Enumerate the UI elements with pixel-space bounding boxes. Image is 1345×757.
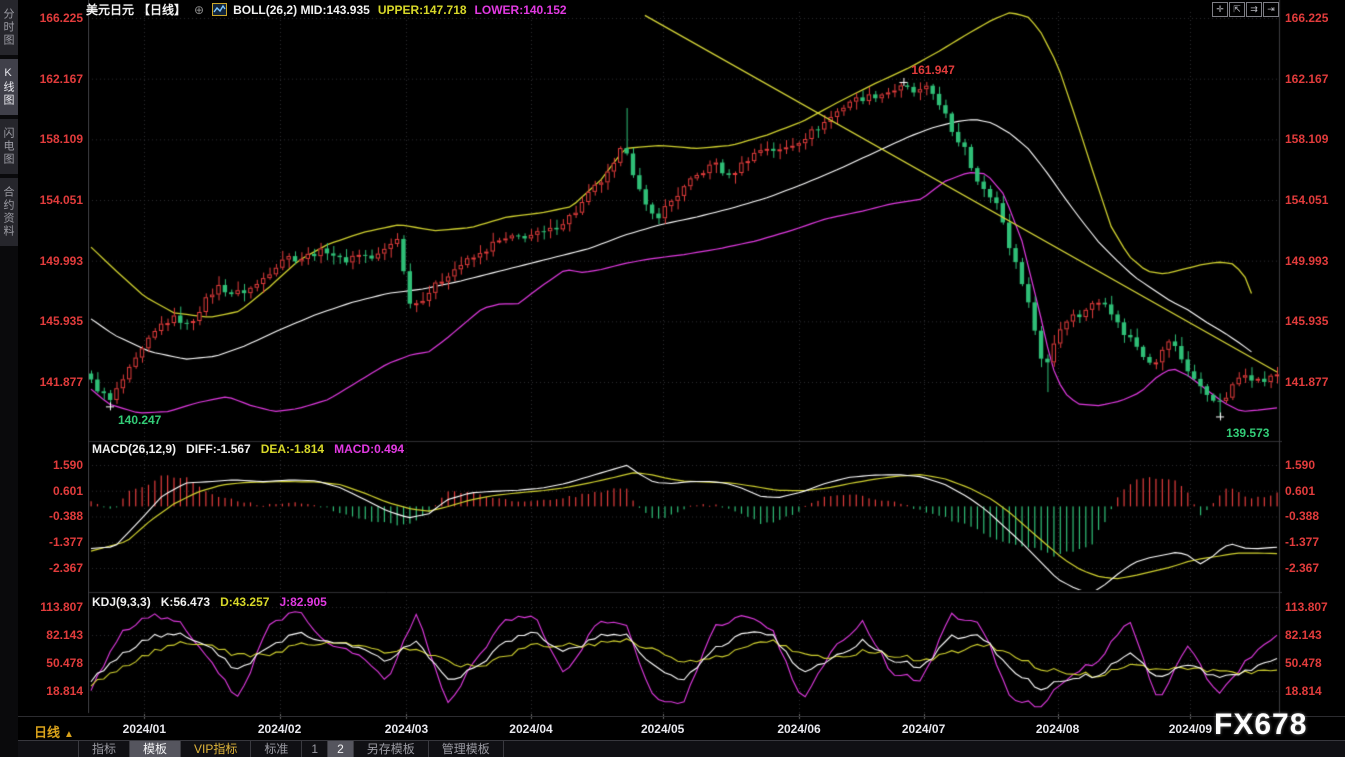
sidebar-item-kline-chart[interactable]: K线图 — [0, 59, 18, 115]
macd-axis-label: -0.388 — [48, 509, 83, 524]
macd-axis-label: -2.367 — [48, 561, 83, 575]
add-indicator-icon[interactable]: ⊕ — [194, 2, 205, 17]
price-axis-label: 141.877 — [39, 375, 83, 389]
month-label: 2024/06 — [777, 722, 821, 736]
month-label: 2024/04 — [509, 722, 553, 736]
tab-vip-indicator[interactable]: VIP指标 — [180, 741, 250, 757]
macd-macd-value: MACD:0.494 — [334, 442, 405, 456]
month-label: 2024/02 — [257, 722, 302, 736]
tab-save-template[interactable]: 另存模板 — [352, 741, 428, 757]
kdj-pane-header: KDJ(9,3,3) K:56.473 D:43.257 J:82.905 — [92, 595, 327, 609]
price-axis-label: 154.051 — [1285, 193, 1329, 207]
macd-axis-label: -1.377 — [1285, 535, 1320, 550]
shift-right-icon[interactable]: ⇉ — [1246, 2, 1262, 17]
kdj-k-value: K:56.473 — [160, 595, 211, 609]
kdj-axis-label: 50.478 — [1285, 656, 1322, 670]
month-label: 2024/05 — [640, 722, 685, 736]
price-axis-label: 154.051 — [39, 193, 83, 207]
price-axis-label: 141.877 — [1285, 375, 1329, 389]
boll-label: BOLL(26,2) — [233, 2, 298, 17]
price-axis-label: 162.167 — [1285, 71, 1329, 86]
kdj-d-value: D:43.257 — [220, 595, 270, 609]
tab-standard[interactable]: 标准 — [250, 741, 301, 757]
macd-dea-value: DEA:-1.814 — [260, 442, 325, 456]
pan-tool-icon[interactable]: ✛ — [1212, 2, 1228, 17]
period-dropdown-button[interactable]: 日线 ▲ — [34, 725, 74, 740]
macd-axis-label: 0.601 — [52, 483, 83, 498]
caret-up-icon: ▲ — [64, 729, 74, 740]
sidebar-item-time-chart[interactable]: 分时图 — [0, 0, 18, 55]
macd-diff-value: DIFF:-1.567 — [186, 442, 251, 456]
kdj-j-value: J:82.905 — [279, 595, 327, 609]
kdj-label: KDJ(9,3,3) — [92, 595, 151, 609]
kdj-axis-label: 18.814 — [1285, 684, 1322, 698]
page-forward-icon[interactable]: ⇥ — [1263, 2, 1279, 17]
tab-indicator[interactable]: 指标 — [78, 741, 129, 757]
price-axis-label: 166.225 — [39, 11, 83, 25]
macd-axis-label: -2.367 — [1285, 561, 1320, 575]
price-axis-label: 158.109 — [1285, 132, 1329, 147]
tab-1[interactable]: 1 — [301, 741, 327, 757]
macd-pane-header: MACD(26,12,9) DIFF:-1.567 DEA:-1.814 MAC… — [92, 442, 404, 456]
chart-tool-buttons: ✛ ⇱ ⇉ ⇥ — [1212, 2, 1279, 17]
boll-lower-value: LOWER:140.152 — [474, 2, 567, 17]
price-axis-label: 149.993 — [39, 253, 83, 268]
chart-canvas[interactable] — [88, 0, 1282, 740]
macd-axis-label: -0.388 — [1285, 509, 1320, 524]
month-label: 2024/07 — [901, 722, 946, 736]
price-axis-label: 162.167 — [39, 71, 83, 86]
kdj-axis-label: 82.143 — [46, 627, 83, 642]
macd-axis-label: 0.601 — [1285, 483, 1316, 498]
watermark-fx678: FX678 — [1214, 708, 1308, 741]
macd-axis-label: -1.377 — [48, 535, 83, 550]
boll-upper-value: UPPER:147.718 — [377, 2, 467, 17]
month-label: 2024/09 — [1168, 722, 1213, 736]
tab-manage-template[interactable]: 管理模板 — [427, 741, 504, 757]
kdj-axis-label: 113.807 — [40, 600, 83, 614]
kdj-axis-label: 50.478 — [46, 656, 83, 670]
sidebar: 分时图 K线图闪电图合约资料 — [0, 0, 18, 757]
price-annotation: 140.247 — [117, 413, 162, 428]
kdj-axis-label: 82.143 — [1285, 627, 1322, 642]
price-axis-label: 145.935 — [1285, 314, 1329, 329]
price-axis-label: 166.225 — [1285, 11, 1329, 25]
sidebar-item-contract-info[interactable]: 合约资料 — [0, 178, 18, 246]
month-label: 2024/08 — [1035, 722, 1080, 736]
kdj-axis-label: 113.807 — [1285, 600, 1328, 614]
bottom-toolbar: 指标 模板 VIP指标 标准 1 2 另存模板 管理模板 — [18, 740, 1345, 757]
price-axis-label: 145.935 — [39, 314, 83, 329]
boll-mid-value: MID:143.935 — [300, 2, 370, 17]
month-label: 2024/03 — [384, 722, 429, 736]
price-axis-label: 158.109 — [39, 132, 83, 147]
sidebar-item-flash-chart[interactable]: 闪电图 — [0, 119, 18, 174]
macd-axis-label: 1.590 — [52, 458, 83, 472]
chart-header: 美元日元 【日线】 ⊕ BOLL(26,2) MID:143.935 UPPER… — [86, 2, 567, 18]
tab-template[interactable]: 模板 — [129, 741, 181, 757]
macd-label: MACD(26,12,9) — [92, 442, 177, 456]
period-title: 【日线】 — [138, 3, 187, 17]
indicator-chart-icon — [212, 3, 228, 16]
month-label: 2024/01 — [122, 722, 167, 736]
tab-2[interactable]: 2 — [327, 741, 353, 757]
x-axis-row — [18, 716, 1345, 741]
price-annotation: 161.947 — [911, 62, 955, 77]
price-annotation: 139.573 — [1226, 426, 1270, 441]
price-axis-label: 149.993 — [1285, 253, 1329, 268]
macd-axis-label: 1.590 — [1285, 458, 1316, 472]
zoom-axis-icon[interactable]: ⇱ — [1229, 2, 1245, 17]
symbol-title: 美元日元 — [86, 3, 135, 17]
kdj-axis-label: 18.814 — [46, 684, 83, 698]
